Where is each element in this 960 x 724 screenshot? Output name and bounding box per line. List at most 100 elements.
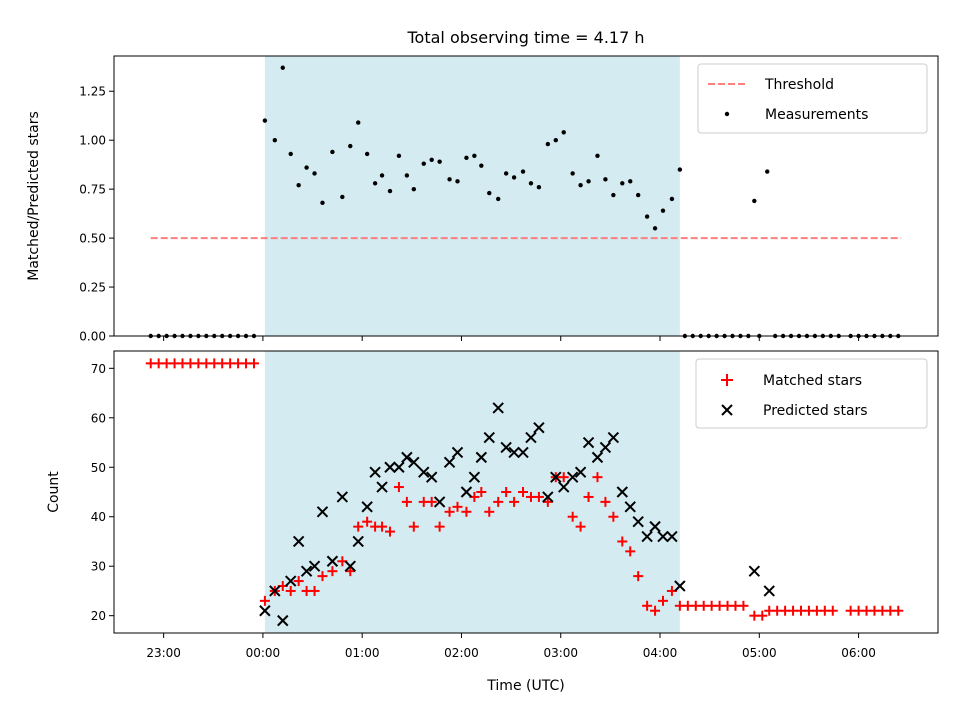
marker-stroke xyxy=(352,535,364,548)
predicted-star-marker xyxy=(451,446,464,459)
predicted-star-marker xyxy=(468,471,481,483)
bottom-axes-frame xyxy=(113,350,939,634)
measurement-point xyxy=(312,171,317,176)
measurement-point xyxy=(669,196,675,202)
legend-predicted-label: Predicted stars xyxy=(763,403,868,419)
measurement-point xyxy=(348,143,353,149)
predicted-star-marker xyxy=(393,461,405,473)
marker-stroke xyxy=(285,575,297,587)
marker-stroke xyxy=(259,605,271,617)
marker-stroke xyxy=(425,471,438,483)
bottom-legend-box xyxy=(695,358,928,429)
marker-stroke xyxy=(418,466,430,478)
marker-stroke xyxy=(401,451,413,464)
measurement-point xyxy=(304,165,309,170)
top-x-ticks xyxy=(163,336,860,341)
matched-star-marker xyxy=(476,487,487,497)
predicted-star-marker xyxy=(599,441,612,454)
top-y-ticks: 0.00 0.25 0.50 0.75 1.00 1.25 xyxy=(79,85,114,344)
y-tick-label: 0.00 xyxy=(79,330,106,344)
marker-stroke xyxy=(433,496,446,508)
x-tick-label: 06:00 xyxy=(841,646,876,660)
measurement-point xyxy=(447,177,452,182)
measurement-point xyxy=(595,153,600,159)
bottom-shaded-interval xyxy=(264,351,680,633)
matched-star-marker xyxy=(738,600,749,611)
matched-star-marker xyxy=(327,566,338,577)
matched-star-marker xyxy=(608,511,619,522)
marker-stroke xyxy=(393,461,405,473)
measurement-point xyxy=(340,194,345,200)
top-axes-frame xyxy=(113,55,939,337)
measurement-point xyxy=(262,118,268,123)
y-tick-label: 0.50 xyxy=(79,232,106,246)
predicted-star-marker xyxy=(277,614,289,627)
measurement-point xyxy=(479,163,484,168)
measurement-point xyxy=(752,198,757,204)
matched-star-marker xyxy=(317,571,328,582)
legend-measurements-label: Measurements xyxy=(765,107,868,123)
matched-star-marker xyxy=(592,472,603,483)
predicted-star-marker xyxy=(384,461,396,473)
predicted-star-marker xyxy=(475,451,488,464)
predicted-star-marker xyxy=(492,402,504,414)
predicted-star-marker xyxy=(361,501,373,513)
x-tick-label: 01:00 xyxy=(345,646,380,660)
predicted-stars-points xyxy=(259,402,775,627)
matched-star-marker xyxy=(452,501,463,512)
legend-measurements-swatch xyxy=(724,111,730,117)
marker-stroke xyxy=(483,431,495,444)
matched-star-marker xyxy=(658,595,669,606)
marker-stroke xyxy=(607,431,620,444)
predicted-star-marker xyxy=(336,491,349,503)
marker-stroke xyxy=(300,565,313,577)
marker-stroke xyxy=(542,491,554,503)
x-tick-label: 00:00 xyxy=(246,646,281,660)
x-tick-label: 03:00 xyxy=(543,646,578,660)
predicted-star-marker xyxy=(550,471,562,483)
marker-stroke xyxy=(308,560,321,572)
top-shaded-interval xyxy=(264,56,680,336)
legend-threshold-label: Threshold xyxy=(764,77,834,93)
predicted-star-marker xyxy=(748,565,761,577)
top-y-axis-label: Matched/Predicted stars xyxy=(26,111,42,281)
marker-stroke xyxy=(566,471,579,483)
x-axis-label: Time (UTC) xyxy=(486,678,564,694)
measurement-point xyxy=(561,130,566,135)
measurement-point xyxy=(296,183,301,188)
matched-star-marker xyxy=(393,482,404,493)
measurement-point xyxy=(553,137,558,143)
predicted-star-marker xyxy=(616,486,629,498)
marker-stroke xyxy=(674,580,686,592)
matched-star-marker xyxy=(259,595,270,606)
measurement-points xyxy=(148,65,901,339)
legend-matched-swatch xyxy=(721,374,733,386)
predicted-star-marker xyxy=(408,456,420,469)
predicted-star-marker xyxy=(285,575,297,587)
predicted-star-marker xyxy=(376,481,388,493)
marker-stroke xyxy=(641,530,653,543)
predicted-star-marker xyxy=(763,585,775,597)
marker-stroke xyxy=(599,441,612,454)
marker-stroke xyxy=(468,471,481,483)
measurement-point xyxy=(603,177,608,182)
predicted-star-marker xyxy=(500,441,512,454)
predicted-star-marker xyxy=(418,466,430,478)
measurement-point xyxy=(404,173,410,178)
predicted-star-marker xyxy=(525,431,537,444)
matched-star-marker xyxy=(461,506,472,517)
measurement-point xyxy=(570,171,575,176)
marker-stroke xyxy=(649,520,661,533)
predicted-star-marker xyxy=(292,535,305,548)
predicted-star-marker xyxy=(649,520,661,533)
measurement-point xyxy=(272,137,278,143)
measurement-point xyxy=(472,153,477,159)
matched-star-marker xyxy=(757,610,768,621)
y-tick-label: 70 xyxy=(91,362,106,376)
measurement-point xyxy=(356,120,361,125)
matched-star-marker xyxy=(633,571,644,582)
measurement-point xyxy=(396,153,402,159)
measurement-point xyxy=(660,208,666,213)
shaded-observing-interval xyxy=(264,351,680,633)
